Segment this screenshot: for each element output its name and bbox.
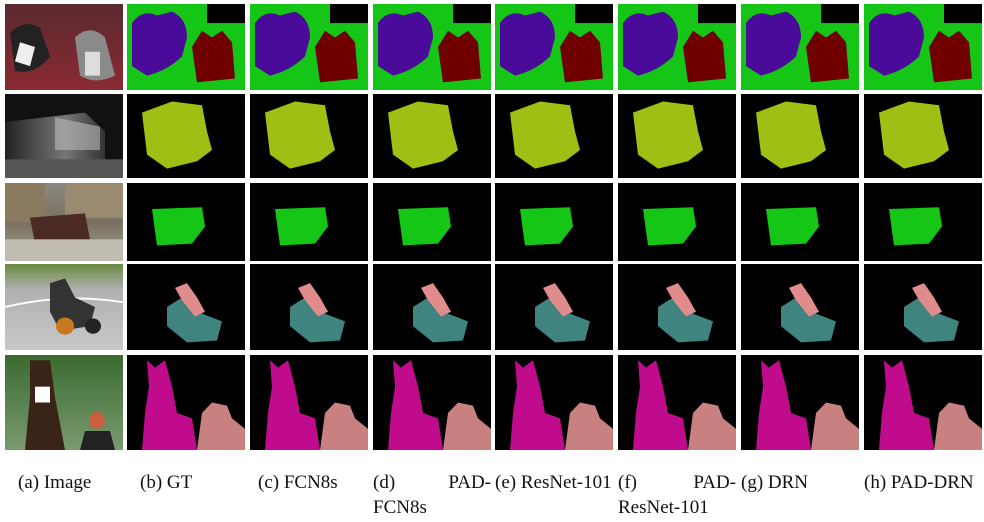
segmentation-map [373, 94, 491, 178]
segmentation-map [741, 94, 859, 178]
segmentation-map [250, 183, 368, 261]
segmentation-map [127, 183, 245, 261]
input-image [5, 264, 123, 350]
segmentation-map [250, 4, 368, 90]
input-image [5, 94, 123, 178]
segmentation-map [741, 183, 859, 261]
segmentation-map [495, 183, 613, 261]
caption: (d) PAD-FCN8s [373, 470, 491, 520]
segmentation-map [495, 94, 613, 178]
segmentation-map [250, 355, 368, 450]
figure: (a) Image (b) GT (c) FCN8s (d) PAD-FCN8s… [0, 0, 984, 522]
segmentation-map [127, 264, 245, 350]
segmentation-map [741, 264, 859, 350]
caption: (b) GT [140, 470, 258, 495]
input-image [5, 4, 123, 90]
caption: (a) Image [18, 470, 136, 495]
segmentation-map [127, 355, 245, 450]
panel-grid [0, 0, 984, 465]
segmentation-map [127, 94, 245, 178]
segmentation-map [618, 183, 736, 261]
segmentation-map [495, 355, 613, 450]
segmentation-map [618, 4, 736, 90]
segmentation-map [250, 94, 368, 178]
caption: (c) FCN8s [258, 470, 376, 495]
segmentation-map [864, 183, 982, 261]
segmentation-map [864, 94, 982, 178]
segmentation-map [495, 264, 613, 350]
caption: (h) PAD-DRN [864, 470, 982, 495]
segmentation-map [864, 264, 982, 350]
segmentation-map [373, 264, 491, 350]
segmentation-map [373, 355, 491, 450]
caption: (f) PAD-ResNet-101 [618, 470, 736, 520]
segmentation-map [618, 355, 736, 450]
segmentation-map [618, 94, 736, 178]
segmentation-map [127, 4, 245, 90]
segmentation-map [250, 264, 368, 350]
segmentation-map [741, 355, 859, 450]
segmentation-map [373, 4, 491, 90]
segmentation-map [741, 4, 859, 90]
segmentation-map [373, 183, 491, 261]
caption: (e) ResNet-101 [495, 470, 613, 495]
caption: (g) DRN [741, 470, 859, 495]
input-image [5, 355, 123, 450]
segmentation-map [864, 355, 982, 450]
segmentation-map [864, 4, 982, 90]
segmentation-map [495, 4, 613, 90]
input-image [5, 183, 123, 261]
segmentation-map [618, 264, 736, 350]
